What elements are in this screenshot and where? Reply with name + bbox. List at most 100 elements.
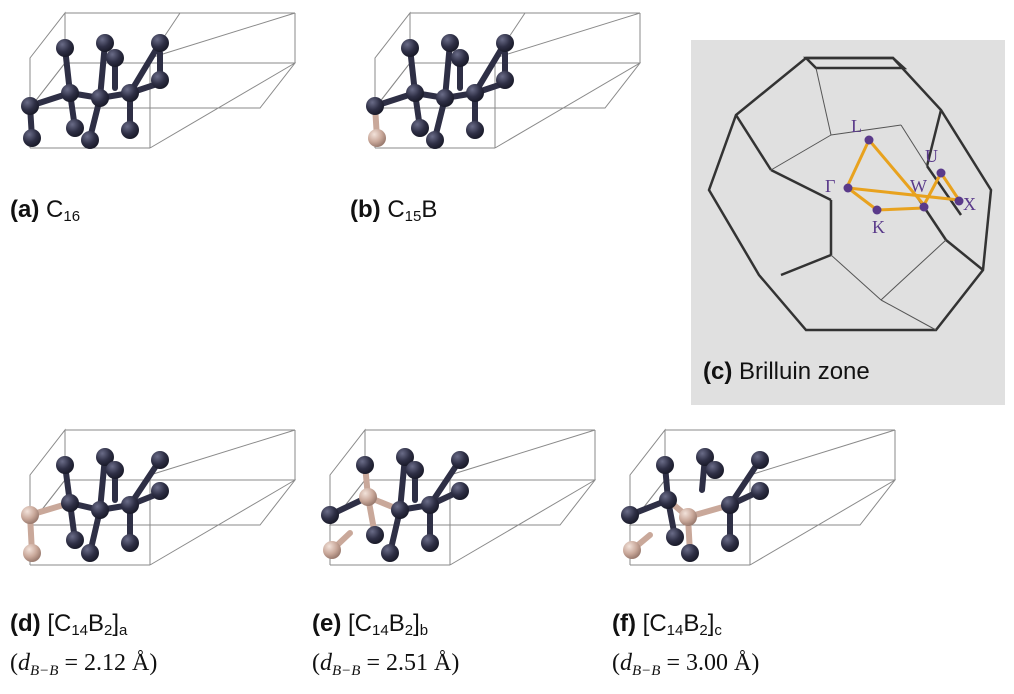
label-X: X [963,194,976,214]
panel-c-brillouin-zone: L U Γ W X K (c) Brilluin zone [691,40,1005,405]
boron-atom [23,544,41,562]
caption-e: (e) [C14B2]b [312,610,429,639]
carbon-atom [466,84,484,102]
carbon-atom [466,121,484,139]
boron-atom [679,508,697,526]
crystal-structure-c14b2-b [321,428,597,566]
boron-atom [623,541,641,559]
crystal-structure-c15b [366,11,642,149]
carbon-atom [321,506,339,524]
carbon-atom [96,34,114,52]
panel-e-structure [310,425,600,575]
k-point-K [872,205,882,215]
carbon-atom [426,131,444,149]
crystal-structure-c16 [21,11,297,149]
caption-a: (a) C16 [10,196,81,225]
bonds [27,40,163,141]
label-L: L [851,116,862,136]
carbon-atom [656,456,674,474]
boron-atom [359,488,377,506]
carbon-atom [496,71,514,89]
carbon-atom [406,84,424,102]
carbon-atom [81,544,99,562]
label-W: W [910,176,927,196]
unit-cell-edges [373,11,642,149]
boron-atom [323,541,341,559]
carbon-atom [61,494,79,512]
k-points [843,135,964,215]
k-point-U [936,168,946,178]
carbon-atom [56,39,74,57]
zone-inner-edges [770,67,947,331]
carbon-atom [721,496,739,514]
panel-f-structure [610,425,900,575]
carbon-atom [106,461,124,479]
carbon-atom [106,49,124,67]
bonds [372,40,508,141]
carbon-atom [451,451,469,469]
carbon-atom [151,482,169,500]
brillouin-zone-diagram: L U Γ W X K [707,56,993,332]
panel-b-structure [355,8,645,158]
carbon-atom [91,89,109,107]
carbon-atom [391,501,409,519]
boron-atom [368,129,386,147]
carbon-atom [666,528,684,546]
carbon-atom [451,482,469,500]
carbon-atom [659,491,677,509]
carbon-atom [381,544,399,562]
carbon-atom [496,34,514,52]
boron-atom [21,506,39,524]
high-symmetry-path [846,139,961,212]
carbon-atom [121,534,139,552]
carbon-atom [751,482,769,500]
label-gamma: Γ [825,176,835,196]
carbon-atom [91,501,109,519]
distance-f: (dB−B = 3.00 Å) [612,650,760,679]
carbon-atom [121,84,139,102]
distance-e: (dB−B = 2.51 Å) [312,650,460,679]
zone-outline [707,56,993,332]
caption-d: (d) [C14B2]a [10,610,128,639]
crystal-structure-c14b2-a [21,428,297,566]
atoms [366,34,514,149]
carbon-atom [411,119,429,137]
carbon-atom [621,506,639,524]
carbon-atom [366,97,384,115]
carbon-atom [451,49,469,67]
distance-d: (dB−B = 2.12 Å) [10,650,158,679]
k-point-W [919,202,929,212]
caption-c: (c) Brilluin zone [703,358,870,385]
k-point-X [954,196,964,206]
label-U: U [925,146,938,166]
panel-a-structure [10,8,300,158]
atoms [21,34,169,149]
k-point-L [864,135,874,145]
carbon-atom [751,451,769,469]
k-point-gamma [843,183,853,193]
carbon-atom [121,496,139,514]
carbon-atom [396,448,414,466]
caption-b: (b) C15B [350,196,438,225]
label-K: K [872,217,885,237]
carbon-atom [436,89,454,107]
carbon-atom [366,526,384,544]
carbon-atom [23,129,41,147]
caption-f: (f) [C14B2]c [612,610,722,639]
carbon-atom [81,131,99,149]
carbon-atom [406,461,424,479]
carbon-atom [151,451,169,469]
panel-d-structure [10,425,300,575]
carbon-atom [151,34,169,52]
carbon-atom [421,534,439,552]
carbon-atom [441,34,459,52]
carbon-atom [151,71,169,89]
crystal-structure-c14b2-c [621,428,897,566]
carbon-atom [66,119,84,137]
carbon-atom [96,448,114,466]
carbon-atom [401,39,419,57]
carbon-atom [721,534,739,552]
carbon-atom [21,97,39,115]
carbon-atom [121,121,139,139]
carbon-atom [56,456,74,474]
